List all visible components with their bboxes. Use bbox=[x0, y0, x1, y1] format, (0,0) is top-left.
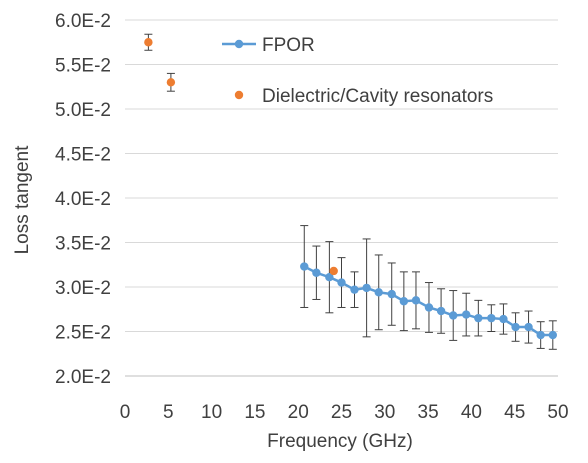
data-point bbox=[548, 330, 558, 340]
data-point bbox=[325, 273, 334, 282]
y-tick-label: 4.5E-2 bbox=[55, 145, 111, 166]
legend: FPOR Dielectric/Cavity resonators bbox=[222, 35, 493, 107]
y-tick-label: 5.0E-2 bbox=[55, 100, 111, 121]
y-tick-label: 3.5E-2 bbox=[55, 234, 111, 255]
data-point bbox=[536, 330, 545, 340]
data-point bbox=[329, 266, 338, 276]
y-tick-label: 3.0E-2 bbox=[55, 278, 111, 299]
data-point bbox=[436, 306, 446, 316]
y-tick-label: 6.0E-2 bbox=[55, 11, 111, 32]
data-point bbox=[337, 278, 346, 287]
data-point bbox=[449, 311, 458, 320]
x-tick-label: 20 bbox=[288, 402, 309, 423]
data-point bbox=[312, 268, 321, 277]
data-point bbox=[362, 283, 371, 293]
data-point bbox=[300, 262, 309, 271]
x-tick-label: 0 bbox=[120, 402, 131, 423]
gridlines bbox=[125, 19, 558, 332]
data-point bbox=[462, 310, 471, 319]
series-1 bbox=[144, 33, 338, 276]
y-tick-label: 2.5E-2 bbox=[55, 323, 111, 344]
data-point bbox=[499, 314, 508, 324]
data-point bbox=[350, 285, 359, 294]
data-point bbox=[387, 289, 396, 299]
data-point bbox=[144, 38, 153, 47]
x-tick-label: 10 bbox=[201, 402, 222, 423]
series-0 bbox=[300, 225, 558, 350]
legend-resonators-label: Dielectric/Cavity resonators bbox=[262, 86, 493, 107]
x-tick-label: 45 bbox=[504, 402, 525, 423]
data-point bbox=[424, 303, 434, 312]
data-point bbox=[474, 313, 483, 323]
y-axis-title: Loss tangent bbox=[12, 145, 33, 255]
legend-fpor-marker bbox=[234, 39, 244, 49]
data-point bbox=[399, 297, 409, 306]
y-tick-label: 4.0E-2 bbox=[55, 189, 111, 210]
data-point bbox=[166, 78, 176, 87]
y-tick-label: 2.0E-2 bbox=[55, 367, 111, 388]
x-tick-label: 50 bbox=[547, 402, 568, 423]
x-tick-label: 35 bbox=[418, 402, 439, 423]
x-tick-label: 15 bbox=[244, 402, 265, 423]
data-point bbox=[511, 322, 520, 332]
x-tick-labels: 0 5 10 15 20 25 30 35 40 45 50 bbox=[120, 402, 569, 423]
plot-area bbox=[144, 33, 558, 350]
legend-resonators-marker bbox=[234, 90, 244, 100]
x-axis-title: Frequency (GHz) bbox=[267, 431, 413, 452]
x-tick-label: 5 bbox=[163, 402, 174, 423]
data-point bbox=[411, 296, 421, 305]
y-tick-label: 5.5E-2 bbox=[55, 56, 111, 77]
data-point bbox=[374, 288, 383, 297]
data-point bbox=[524, 322, 533, 332]
y-tick-labels: 2.0E-2 2.5E-2 3.0E-2 3.5E-2 4.0E-2 4.5E-2 5.0E… bbox=[55, 11, 111, 388]
x-tick-label: 30 bbox=[374, 402, 395, 423]
x-tick-label: 40 bbox=[461, 402, 482, 423]
legend-fpor-label: FPOR bbox=[262, 35, 315, 56]
x-tick-label: 25 bbox=[331, 402, 352, 423]
data-point bbox=[487, 313, 496, 323]
